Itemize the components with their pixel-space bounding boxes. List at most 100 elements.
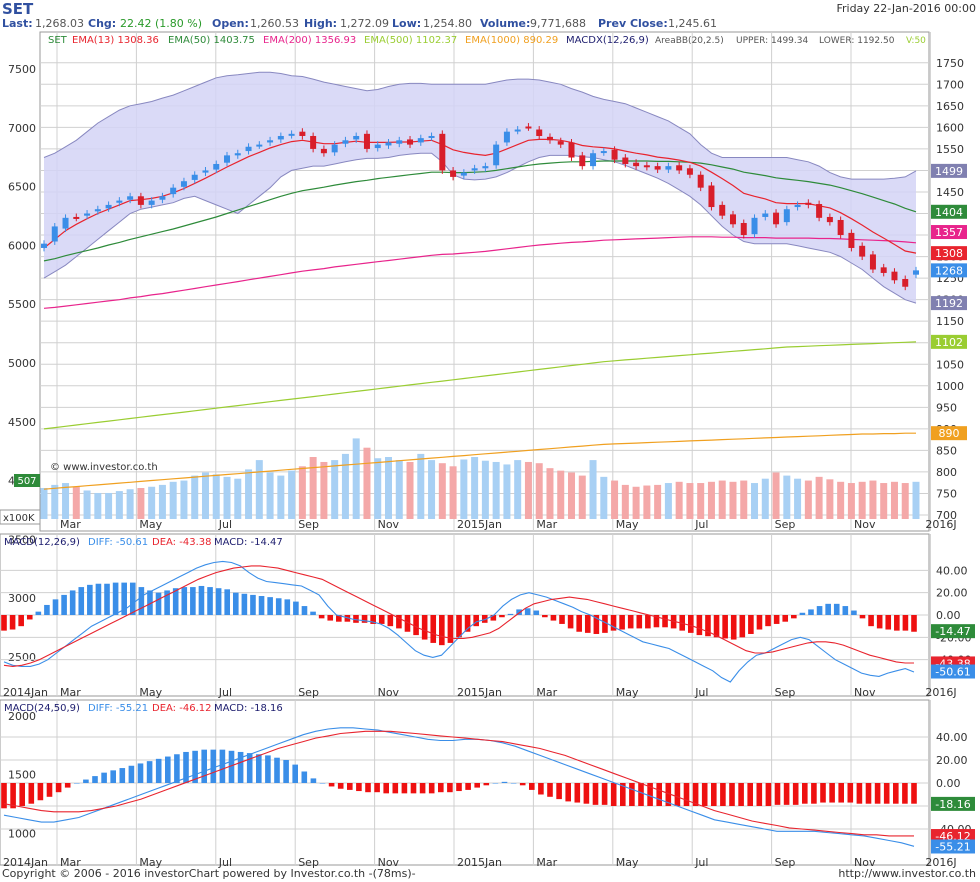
footer-url[interactable]: http://www.investor.co.th [838, 867, 976, 880]
volume-bar [277, 475, 285, 519]
right-tick-label: 700 [936, 509, 957, 522]
left-tick-label: 7000 [8, 122, 36, 135]
left-tick-label: 3500 [8, 533, 36, 546]
macd-histogram-bar [465, 783, 471, 790]
volume-bar [341, 453, 349, 519]
macd-histogram-bar [419, 783, 426, 794]
macd-x-tick-label: Sep [775, 686, 796, 699]
candle-body [514, 129, 521, 132]
candle-body [729, 214, 736, 225]
x-tick-label: Sep [775, 518, 796, 531]
volume-bar [395, 460, 403, 519]
volume-bar [234, 478, 242, 519]
volume-bar [729, 481, 737, 519]
macd-tick-label: 20.00 [936, 587, 968, 600]
volume-bar [524, 461, 532, 519]
macd1-legend: MACD(12,26,9) DIFF: -50.61 DEA: -43.38 M… [4, 537, 283, 548]
macd-last-value-tag-label: -14.47 [935, 625, 970, 638]
legend-ema1000: EMA(1000) 890.29 [465, 35, 558, 46]
macd-histogram-bar [9, 615, 16, 630]
right-tick-label: 850 [936, 444, 957, 457]
macd-x-tick-label: Sep [298, 686, 319, 699]
macd-histogram-bar [773, 615, 780, 624]
chg-label: Chg: [88, 17, 116, 30]
macd-histogram-bar [756, 615, 763, 630]
bollinger-band [43, 71, 917, 304]
volume-bar [686, 483, 694, 519]
candle-body [137, 196, 144, 205]
last-value-tag [931, 334, 967, 349]
macd-histogram-bar [856, 783, 863, 804]
volume-bar [384, 457, 392, 519]
candle-body [73, 216, 80, 219]
macd-x-tick-label: Jul [694, 856, 708, 869]
x-tick-label: Nov [378, 518, 400, 531]
macd-histogram-bar [44, 604, 50, 615]
macd-histogram-bar [601, 783, 608, 805]
left-axis-unit-box [0, 509, 41, 525]
macd-x-tick-label: Jul [218, 686, 232, 699]
macd-histogram-bar [593, 615, 600, 634]
macd-histogram-bar [327, 615, 334, 621]
macd-histogram-bar [301, 606, 308, 615]
candle-body [320, 148, 327, 154]
macd-histogram-bar [128, 765, 135, 783]
volume-bar [94, 492, 102, 519]
right-tick-label: 1450 [936, 186, 964, 199]
macd1-plot: 40.0020.000.00-20.00-40.002014JanMarMayJ… [0, 534, 975, 699]
volume-bar [912, 481, 920, 519]
right-tick-label: 750 [936, 487, 957, 500]
macd-histogram-bar [567, 615, 574, 629]
macd-histogram-bar [792, 783, 799, 805]
macd-histogram-bar [383, 783, 389, 794]
last-value-tag-label: 890 [939, 427, 960, 440]
legend-macdx: MACDX(12,26,9) [566, 35, 649, 46]
candle-body [460, 172, 467, 176]
macd-histogram-bar [181, 587, 188, 615]
volume-bar [428, 460, 436, 519]
macd-histogram-bar [490, 615, 497, 621]
volume-bar [751, 483, 759, 519]
macd-histogram-bar [538, 783, 544, 795]
macd-x-tick-label: Mar [60, 856, 81, 869]
volume-value: 9,771,688 [530, 17, 586, 30]
bb-lower-line [43, 152, 917, 304]
right-tick-label: 1600 [936, 121, 964, 134]
candle-body [579, 155, 586, 167]
candle-body [450, 170, 457, 177]
macd-histogram-bar [456, 615, 462, 638]
macd-histogram-bar [258, 596, 265, 615]
candle-body [525, 126, 532, 129]
macd-histogram-bar [636, 615, 643, 629]
volume-bar [223, 476, 231, 519]
volume-bar [266, 472, 274, 519]
macd-histogram-bar [190, 587, 196, 615]
macd-histogram-bar [665, 783, 672, 806]
volume-bar [245, 469, 253, 519]
volume-bar [772, 472, 780, 519]
candle-body [493, 144, 500, 166]
macd-histogram-bar [499, 615, 505, 618]
volume-bar [449, 466, 457, 519]
volume-marker: 507 [17, 476, 36, 487]
macd-histogram-bar [602, 615, 608, 633]
right-tick-label: 950 [936, 401, 957, 414]
macd-histogram-bar [911, 615, 917, 632]
candle-body [224, 155, 231, 163]
last-value-tag [931, 204, 967, 219]
bb-area [44, 72, 916, 304]
candle-body [568, 142, 575, 158]
candle-body [622, 157, 629, 164]
macd-histogram-bar [210, 749, 217, 783]
last-value-tag-label: 1192 [935, 297, 963, 310]
macd-histogram-bar [438, 783, 444, 793]
macd-histogram-bar [430, 615, 437, 643]
volume-bar [320, 461, 328, 519]
right-tick-label: 1000 [936, 380, 964, 393]
volume-bar [83, 490, 91, 519]
macd-last-value-tag [931, 796, 975, 811]
x-tick-label: May [139, 518, 162, 531]
macd-histogram-bar [765, 615, 771, 627]
macd-histogram-bar [241, 593, 248, 615]
macd-histogram-bar [137, 763, 144, 783]
